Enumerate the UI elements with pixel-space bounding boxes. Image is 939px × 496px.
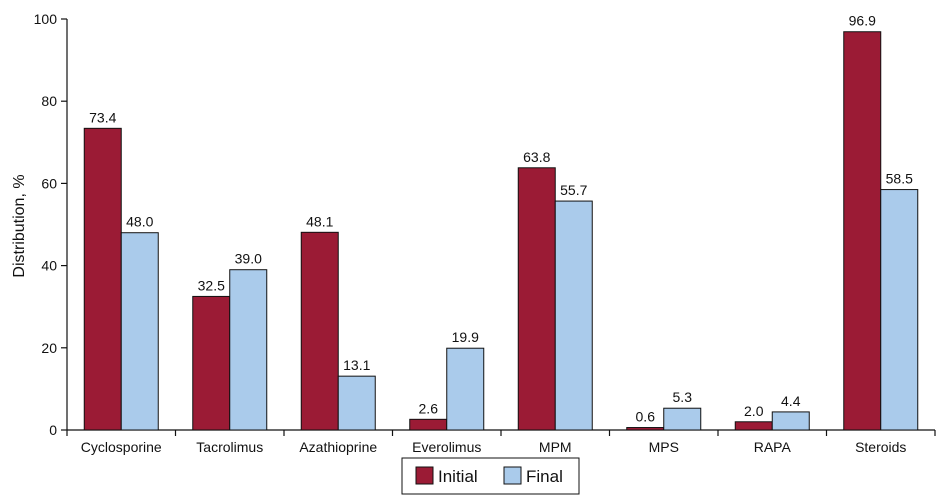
legend: Initial Final — [401, 457, 580, 495]
x-category-label: RAPA — [754, 439, 792, 455]
data-label-initial-steroids: 96.9 — [849, 13, 876, 29]
data-label-initial-azathioprine: 48.1 — [306, 213, 333, 229]
legend-label-final: Final — [526, 467, 563, 486]
data-label-final-mpm: 55.7 — [560, 182, 587, 198]
data-label-final-mps: 5.3 — [673, 389, 693, 405]
y-tick-label: 40 — [41, 258, 57, 274]
x-category-label: Everolimus — [412, 439, 481, 455]
bar-final-tacrolimus — [229, 269, 268, 431]
data-label-final-azathioprine: 13.1 — [343, 357, 370, 373]
bar-final-mps — [663, 407, 702, 431]
plot-area: 0 20 40 60 80 100 73.4 48.0 Cyclosporine 32.5 39.0… — [34, 11, 936, 455]
data-label-initial-everolimus: 2.6 — [419, 400, 439, 416]
data-label-final-everolimus: 19.9 — [452, 329, 479, 345]
data-label-initial-rapa: 2.0 — [744, 403, 764, 419]
legend-label-initial: Initial — [438, 467, 478, 486]
data-label-final-cyclosporine: 48.0 — [126, 214, 153, 230]
y-tick-label: 80 — [41, 93, 57, 109]
y-tick-label: 60 — [41, 175, 57, 191]
x-category-label: Tacrolimus — [196, 439, 263, 455]
x-category-label: Cyclosporine — [81, 439, 162, 455]
bar-initial-tacrolimus — [192, 295, 231, 431]
bar-initial-mps — [626, 427, 665, 431]
y-tick-label: 20 — [41, 340, 57, 356]
data-label-final-tacrolimus: 39.0 — [235, 251, 262, 267]
bar-initial-steroids — [843, 31, 882, 431]
bar-final-rapa — [771, 411, 810, 431]
x-category-label: Steroids — [855, 439, 906, 455]
bar-initial-everolimus — [409, 418, 448, 431]
bar-final-mpm — [554, 200, 593, 431]
data-label-initial-mpm: 63.8 — [523, 149, 550, 165]
data-label-final-rapa: 4.4 — [781, 393, 801, 409]
legend-swatch-initial — [415, 466, 434, 485]
bar-initial-azathioprine — [300, 231, 339, 431]
x-category-label: MPM — [539, 439, 572, 455]
bar-final-everolimus — [446, 347, 485, 431]
bar-final-azathioprine — [337, 375, 376, 431]
data-label-initial-cyclosporine: 73.4 — [89, 109, 116, 125]
data-label-initial-mps: 0.6 — [636, 409, 656, 425]
data-label-initial-tacrolimus: 32.5 — [198, 277, 225, 293]
data-label-final-steroids: 58.5 — [886, 171, 913, 187]
x-category-label: MPS — [649, 439, 679, 455]
legend-swatch-final — [503, 466, 522, 485]
y-tick-label: 100 — [34, 11, 58, 27]
bar-initial-cyclosporine — [83, 127, 122, 431]
y-axis-title: Distribution, % — [11, 174, 28, 277]
y-tick-label: 0 — [49, 422, 57, 438]
bar-initial-mpm — [517, 167, 556, 431]
bar-final-steroids — [880, 189, 919, 431]
x-category-label: Azathioprine — [299, 439, 377, 455]
bar-final-cyclosporine — [120, 232, 159, 431]
bar-initial-rapa — [734, 421, 773, 431]
